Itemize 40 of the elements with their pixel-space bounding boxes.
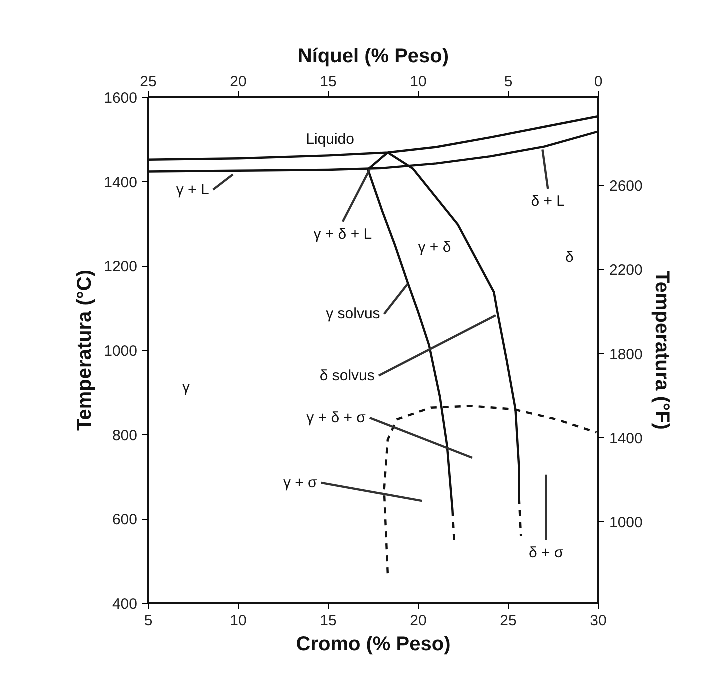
- annotation: γ + δ + σ: [306, 409, 367, 426]
- y-tick-label: 400: [112, 596, 138, 613]
- y2-tick-label: 1400: [610, 430, 643, 448]
- x2-tick-label: 10: [410, 74, 427, 90]
- x-tick-label: 5: [144, 612, 153, 630]
- x-tick-label: 25: [500, 612, 517, 630]
- y-tick-label: 800: [112, 427, 138, 444]
- y2-tick-label: 2600: [610, 178, 643, 196]
- y2-tick-label: 2200: [610, 262, 643, 280]
- annotation: δ: [566, 248, 574, 266]
- y-axis-title: Temperatura (°C): [74, 270, 96, 431]
- annotation: δ + L: [531, 193, 566, 210]
- x-tick-label: 10: [230, 612, 247, 630]
- x2-tick-label: 0: [594, 74, 603, 90]
- y2-tick-label: 1000: [610, 514, 643, 532]
- annotation: γ: [182, 378, 191, 396]
- annotation: γ + σ: [283, 474, 318, 492]
- x2-tick-label: 5: [504, 74, 513, 90]
- x-axis-title: Cromo (% Peso): [296, 634, 451, 656]
- x-tick-label: 30: [590, 612, 607, 630]
- annotation: γ solvus: [326, 306, 380, 323]
- annotation: δ solvus: [320, 367, 375, 384]
- x-tick-label: 15: [320, 612, 337, 630]
- x2-tick-label: 15: [320, 74, 337, 90]
- y-tick-label: 1000: [104, 343, 138, 360]
- x-tick-label: 20: [410, 612, 427, 630]
- y-tick-label: 1400: [104, 174, 138, 192]
- annotation: δ + σ: [528, 544, 564, 562]
- y-tick-label: 1600: [104, 90, 138, 107]
- annotation: γ + L: [176, 181, 210, 198]
- x2-axis-title: Níquel (% Peso): [298, 46, 450, 68]
- annotation: Liquido: [306, 131, 354, 148]
- x2-tick-label: 25: [140, 74, 157, 90]
- annotation: γ + δ + L: [314, 226, 372, 243]
- y2-tick-label: 1800: [610, 346, 643, 364]
- y-tick-label: 1200: [104, 258, 138, 276]
- y-tick-label: 600: [112, 512, 138, 529]
- y2-axis-title: Temperatura (°F): [650, 271, 673, 430]
- x2-tick-label: 20: [230, 74, 247, 90]
- annotation: γ + δ: [418, 238, 452, 256]
